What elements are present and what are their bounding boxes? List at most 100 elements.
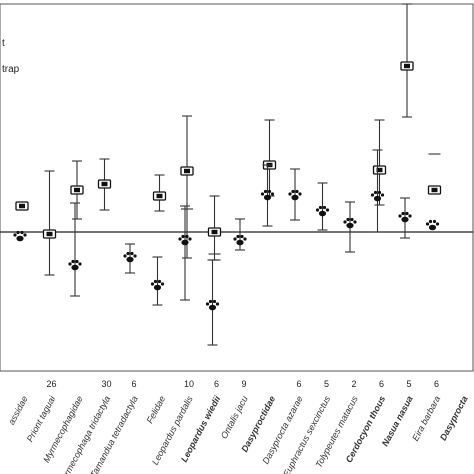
marks [13,3,442,346]
trap-point-10-toe-2 [350,217,354,222]
trap-point-9-toe-3 [325,208,330,212]
camera-point-4-lens [156,193,163,199]
category-label-15: Eira barbara [410,394,442,442]
trap-point-12-pad [401,216,409,223]
trap-point-3-toe-1 [153,279,158,284]
count-label-14: 5 [406,379,411,389]
trap-point-2-toe-1 [126,251,130,256]
trap-point-12-toe-2 [405,211,409,216]
trap-point-6-errorbar [235,218,245,251]
count-label-15: 6 [434,379,439,389]
camera-point-7-errorbar [264,119,275,197]
trap-point-12-toe-0 [398,214,402,218]
camera-point-2-lens [74,187,80,193]
trap-point-3-toe-0 [150,282,155,286]
trap-point-5-errorbar [207,259,218,346]
trap-point-2 [123,251,137,263]
trap-point-7-pad [263,194,272,201]
trap-point-13-toe-0 [425,222,430,226]
trap-point-8-toe-0 [288,192,292,196]
category-label-0: assidae [6,394,29,426]
trap-point-13-pad [428,224,437,231]
camera-point-6 [207,227,222,237]
trap-point-6-toe-1 [236,234,240,239]
count-label-10: 6 [296,379,301,389]
trap-point-8 [288,189,302,201]
camera-point-3 [97,179,112,189]
trap-point-0-toe-1 [16,230,20,235]
trap-point-11-errorbar [372,149,383,233]
trap-point-11-toe-0 [370,193,375,197]
category-label-4: Tamandua tetradactyla [88,394,140,474]
legend: t trap [2,38,20,75]
camera-point-0 [15,201,29,211]
camera-point-9-lens [404,63,410,69]
camera-point-9-errorbar [402,3,412,118]
trap-point-3 [150,279,165,291]
trap-point-4 [178,234,192,246]
trap-point-3-pad [153,284,162,291]
trap-point-9-toe-0 [315,208,320,212]
camera-point-1-lens [46,231,53,237]
trap-point-8-toe-3 [298,192,302,196]
trap-point-6-toe-2 [240,234,244,239]
trap-point-2-toe-2 [130,251,134,256]
trap-point-0 [13,230,27,242]
trap-point-0-toe-3 [23,233,27,237]
category-label-16: Dasyprocta [438,394,470,442]
camera-point-1 [42,229,57,239]
trap-point-11 [370,190,385,202]
trap-point-0-toe-2 [20,230,24,235]
camera-point-5-lens [184,168,190,174]
trap-point-3-errorbar [152,256,163,306]
count-label-11: 5 [324,379,329,389]
trap-point-0-toe-0 [13,233,17,237]
camera-point-9 [400,61,414,71]
trap-point-13-toe-3 [435,222,440,226]
trap-point-4-errorbar [180,205,190,301]
camera-point-3-lens [101,181,108,187]
trap-point-5-pad [208,304,217,311]
camera-point-2 [70,185,84,195]
camera-point-5 [180,166,194,176]
trap-point-1-toe-3 [78,262,82,266]
trap-point-13 [425,219,440,231]
trap-point-7-toe-2 [267,189,272,194]
trap-point-8-toe-1 [291,189,295,194]
trap-point-13-toe-1 [428,219,433,224]
count-label-6: 10 [184,379,194,389]
category-label-5: Felidae [145,394,168,425]
count-label-12: 2 [351,379,356,389]
trap-point-9-toe-1 [318,205,323,210]
trap-point-7-toe-0 [260,192,265,196]
trap-point-7-toe-1 [263,189,268,194]
legend-label-1: trap [2,64,20,75]
trap-point-6-pad [236,239,244,246]
trap-point-5-toe-1 [208,299,213,304]
camera-point-5-errorbar [182,115,192,259]
trap-point-5-toe-0 [205,302,210,306]
count-label-1: 26 [46,379,56,389]
trap-point-5 [205,299,220,311]
count-label-3: 30 [101,379,111,389]
count-label-7: 6 [214,379,219,389]
trap-point-9-errorbar [317,182,328,231]
trap-point-10-toe-0 [343,220,347,224]
trap-point-4-toe-1 [181,234,185,239]
trap-point-13-toe-2 [432,219,437,224]
trap-point-5-toe-2 [212,299,217,304]
trap-point-7-toe-3 [270,192,275,196]
count-label-4: 6 [131,379,136,389]
camera-point-10-lens [431,187,438,193]
trap-point-1-toe-1 [71,259,75,264]
trap-point-4-toe-0 [178,237,182,241]
trap-point-6 [233,234,247,246]
trap-point-6-toe-3 [243,237,247,241]
trap-point-11-toe-3 [380,193,385,197]
trap-point-5-toe-3 [215,302,220,306]
trap-point-4-toe-2 [185,234,189,239]
camera-point-8-errorbar [374,119,385,206]
camera-point-1-errorbar [44,170,55,276]
